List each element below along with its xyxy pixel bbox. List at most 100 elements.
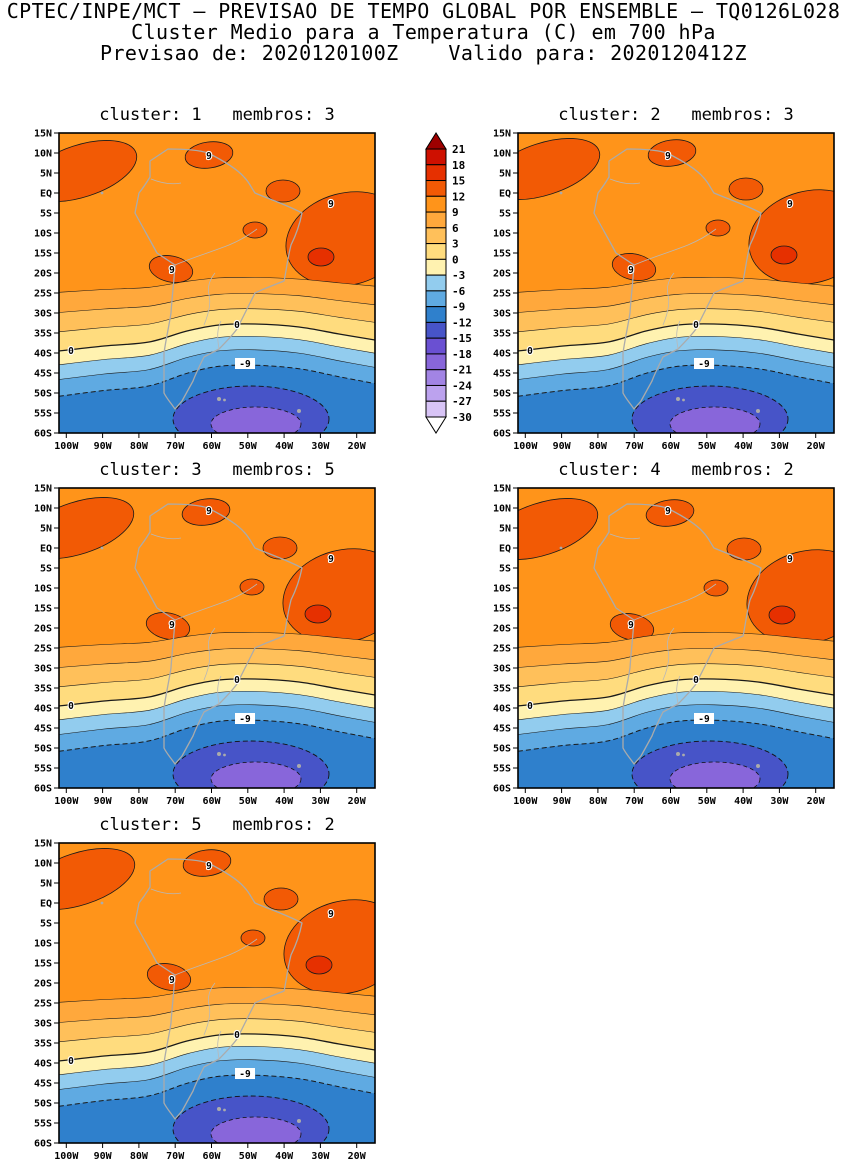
lon-tick-label: 70W (625, 441, 644, 452)
lon-tick-label: 70W (625, 796, 644, 807)
panel-title: cluster: 4 membros: 2 (558, 460, 794, 480)
lon-tick-label: 50W (698, 796, 717, 807)
lat-tick-label: 35S (34, 329, 52, 340)
lat-tick-label: 60S (34, 429, 52, 440)
lat-tick-label: 25S (493, 644, 511, 655)
colorbar-tick-label: -15 (452, 332, 472, 345)
warm-anomaly-cells (518, 138, 834, 285)
cold-core-inner (210, 1116, 302, 1143)
contour-label-0: 0 (234, 675, 240, 686)
lon-tick-label: 80W (130, 796, 149, 807)
colorbar-svg: 21 18 15 12 9 6 3 0 -3 -6 -9 -12 -15 -18 -21 -24 -27 -30 (425, 132, 472, 434)
panel-title: cluster: 2 membros: 3 (558, 105, 794, 125)
lat-tick-label: 5N (40, 524, 52, 535)
lat-tick-label: 5N (499, 169, 511, 180)
lon-tick-label: 90W (94, 441, 113, 452)
lon-tick-label: 90W (553, 441, 572, 452)
lat-tick-label: 35S (34, 1039, 52, 1050)
lat-tick-label: 10S (493, 229, 511, 240)
axis-labels: 15N 10N 5N EQ 5S 10S 15S 20S 25S 30S 35S 40S 45S 50S 5… (493, 484, 826, 808)
map-cluster-5: 9 9 9 0 0 -9 15N 10N 5N EQ 5S 10S 15S 20S 25S 30S 35S 40… (25, 837, 389, 1165)
colorbar-box (425, 164, 447, 182)
lon-tick-label: 60W (661, 441, 680, 452)
contour-label-minus9: -9 (698, 359, 710, 370)
contour-label-9: 9 (628, 265, 634, 276)
colorbar-tick-label: -24 (452, 379, 472, 392)
colorbar-box (425, 400, 447, 418)
lat-tick-label: 50S (34, 389, 52, 400)
contour-label-9: 9 (328, 909, 334, 920)
lat-tick-label: EQ (499, 544, 511, 555)
contour-label-9: 9 (328, 199, 334, 210)
lon-tick-label: 100W (513, 441, 538, 452)
lon-tick-label: 40W (734, 796, 753, 807)
axis-labels: 15N 10N 5N EQ 5S 10S 15S 20S 25S 30S 35S 40S 45S 50S 5… (493, 129, 826, 453)
contour-label-9: 9 (628, 620, 634, 631)
panel-title: cluster: 1 membros: 3 (99, 105, 335, 125)
lat-tick-label: 20S (34, 269, 52, 280)
colorbar-tick-label: 12 (452, 190, 465, 203)
contour-label-9: 9 (206, 861, 212, 872)
warm-anomaly-cells (59, 848, 375, 995)
lat-tick-label: 30S (493, 309, 511, 320)
colorbar-box (425, 180, 447, 197)
contour-label-0: 0 (527, 701, 533, 712)
lon-tick-label: 30W (311, 796, 330, 807)
islands (559, 546, 760, 768)
lon-tick-label: 30W (770, 441, 789, 452)
figure-datetime-line: Previsao de: 2020120100Z Valido para: 20… (100, 41, 747, 65)
contour-label-0: 0 (68, 1056, 74, 1067)
colorbar-tick-label: 0 (452, 253, 459, 266)
colorbar-tick-label: -3 (452, 269, 465, 282)
lat-tick-label: EQ (40, 544, 52, 555)
lat-tick-label: 35S (34, 684, 52, 695)
colorbar-tick-label: -30 (452, 411, 472, 424)
lat-tick-label: 25S (34, 999, 52, 1010)
lat-tick-label: 25S (34, 644, 52, 655)
lon-tick-label: 40W (275, 796, 294, 807)
lat-tick-label: 60S (34, 1139, 52, 1150)
contour-label-minus9: -9 (239, 359, 251, 370)
lon-tick-label: 20W (807, 441, 826, 452)
lon-tick-label: 60W (202, 796, 221, 807)
lon-tick-label: 60W (202, 441, 221, 452)
lon-tick-label: 20W (348, 441, 367, 452)
contour-label-9: 9 (787, 199, 793, 210)
lat-tick-label: 5S (40, 564, 52, 575)
lat-tick-label: 5N (40, 169, 52, 180)
lat-tick-label: 30S (34, 1019, 52, 1030)
lat-tick-label: 5N (40, 879, 52, 890)
contour-label-0: 0 (234, 1030, 240, 1041)
lat-tick-label: EQ (40, 189, 52, 200)
figure-subtitle: Cluster Medio para a Temperatura (C) em … (131, 20, 716, 44)
panel-cluster-2: cluster: 2 membros: 3 9 9 9 0 0 -9 15N 10N 5N EQ… (484, 103, 847, 455)
contour-label-9: 9 (206, 151, 212, 162)
lon-tick-label: 100W (54, 441, 79, 452)
lat-tick-label: 30S (34, 309, 52, 320)
colorbar-tick-label: -21 (452, 364, 472, 377)
lat-tick-label: 60S (493, 784, 511, 795)
coastline-south-america (593, 503, 762, 765)
lat-tick-label: 50S (493, 389, 511, 400)
panel-title: cluster: 5 membros: 2 (99, 815, 335, 835)
lon-tick-label: 50W (239, 441, 258, 452)
cold-core-inner (210, 761, 302, 788)
colorbar-tick-label: -9 (452, 301, 465, 314)
lat-tick-label: 5S (499, 564, 511, 575)
lat-tick-label: 55S (34, 1119, 52, 1130)
lat-tick-label: 15S (493, 604, 511, 615)
lat-tick-label: 10S (34, 229, 52, 240)
colorbar-tick-label: -18 (452, 348, 472, 361)
colorbar-top-arrow (425, 132, 447, 150)
coastline-south-america (134, 858, 303, 1120)
colorbar-box (425, 243, 447, 260)
lat-tick-label: 30S (34, 664, 52, 675)
lon-tick-label: 60W (661, 796, 680, 807)
panel-cluster-4: cluster: 4 membros: 2 9 9 9 0 0 -9 15N 10N 5N EQ… (484, 458, 847, 810)
lat-tick-label: 50S (34, 1099, 52, 1110)
cold-core-inner (669, 406, 761, 433)
temperature-field: 9 9 9 0 0 -9 (518, 488, 834, 788)
lon-tick-label: 50W (698, 441, 717, 452)
lat-tick-label: 45S (34, 1079, 52, 1090)
lat-tick-label: 15S (34, 604, 52, 615)
